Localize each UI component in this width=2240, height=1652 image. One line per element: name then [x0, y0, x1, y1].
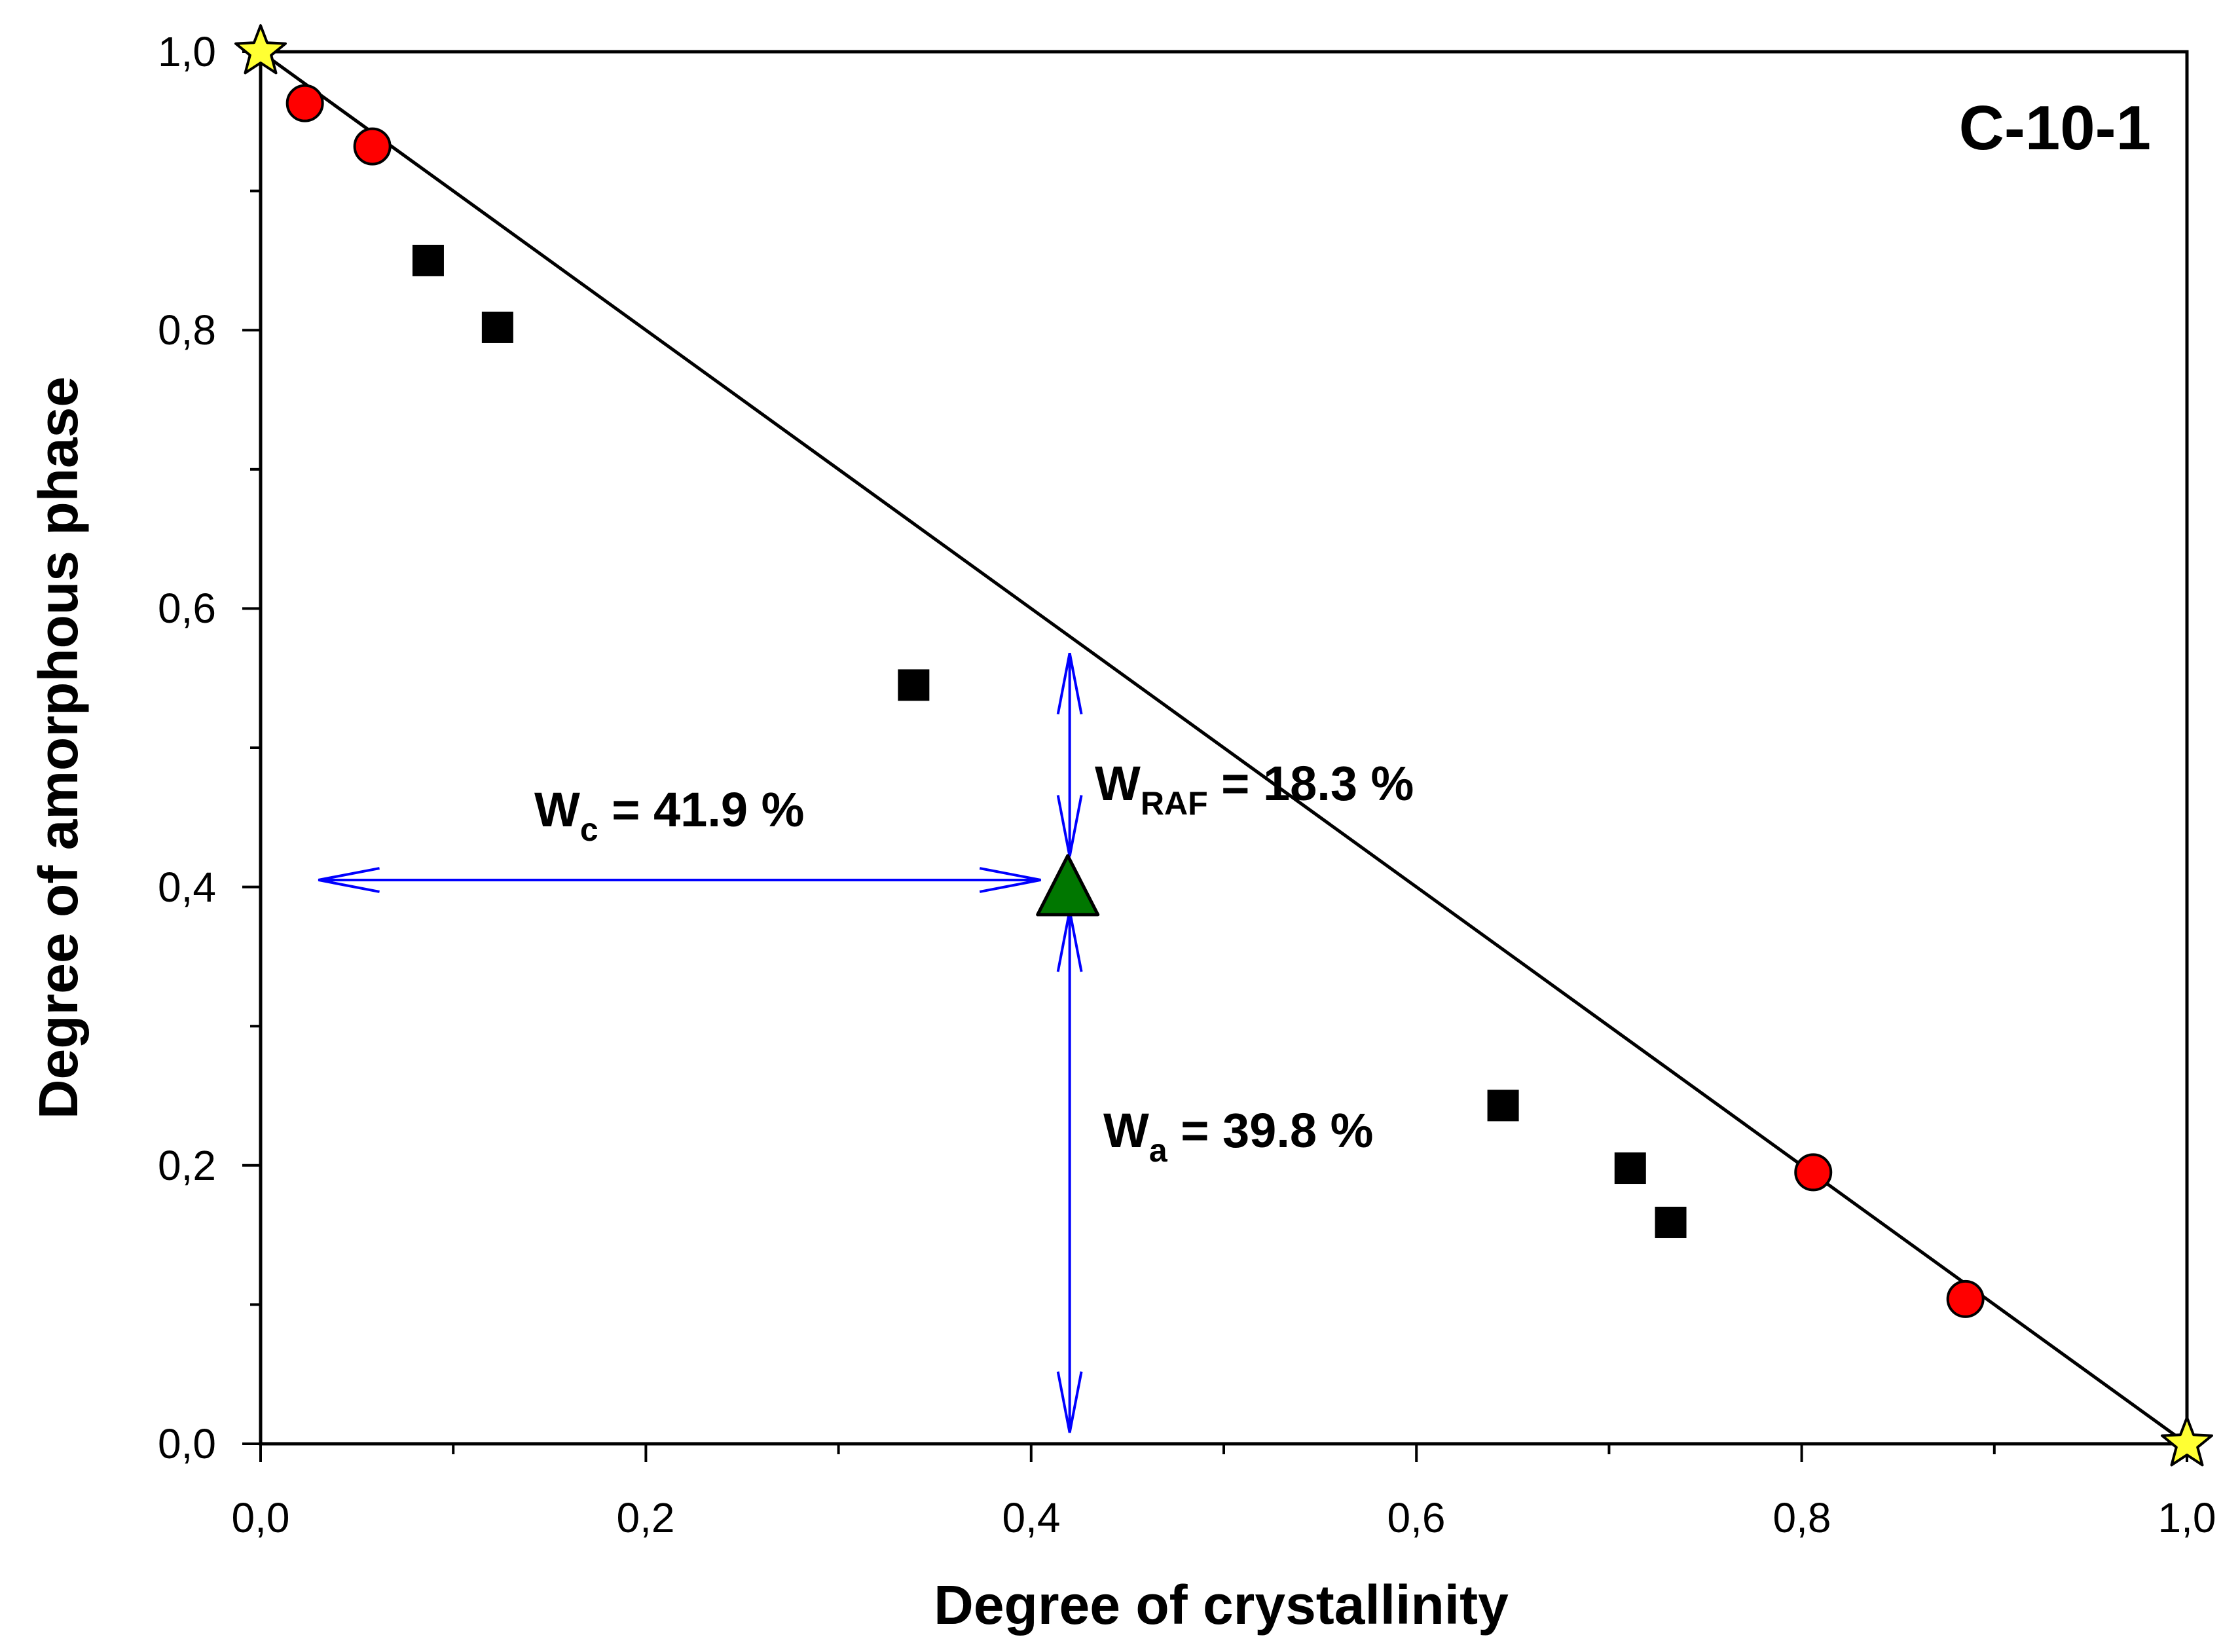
- y-tick-label: 1,0: [158, 28, 216, 75]
- squares-point: [898, 669, 930, 701]
- y-tick-label: 0,6: [158, 585, 216, 632]
- x-tick-label: 0,4: [1002, 1494, 1061, 1541]
- squares-point: [481, 311, 513, 343]
- wc-annotation: Wc = 41.9 %: [534, 782, 804, 848]
- x-tick-labels: 0,0 0,2 0,4 0,6 0,8 1,0: [232, 1494, 2216, 1541]
- arrows: [318, 653, 1083, 1433]
- y-tick-label: 0,2: [158, 1142, 216, 1189]
- wa-annotation: Wa = 39.8 %: [1103, 1103, 1373, 1169]
- two-phase-line: [259, 50, 2188, 1446]
- squares-point: [1487, 1090, 1519, 1122]
- circles-point: [1946, 1279, 1985, 1318]
- y-axis-title: Degree of amorphous phase: [28, 376, 89, 1119]
- wc-arrow: [318, 867, 1041, 893]
- panel-label: C-10-1: [1959, 93, 2151, 163]
- x-tick-label: 0,6: [1387, 1494, 1446, 1541]
- wa-arrow: [1056, 910, 1083, 1433]
- x-tick-label: 0,2: [617, 1494, 675, 1541]
- circles-point: [1794, 1153, 1833, 1192]
- y-tick-label: 0,4: [158, 864, 216, 911]
- circles-point: [285, 84, 324, 122]
- x-tick-label: 0,8: [1773, 1494, 1831, 1541]
- stars-point: [2161, 1416, 2213, 1467]
- x-tick-label: 0,0: [232, 1494, 290, 1541]
- wc-arrow-head: [979, 867, 1041, 893]
- wraf-arrow-head: [1056, 653, 1083, 715]
- squares-point: [1655, 1206, 1687, 1238]
- wraf-arrow: [1056, 653, 1083, 857]
- squares-point: [1614, 1152, 1646, 1184]
- stars-point: [234, 24, 287, 75]
- data-markers: [234, 24, 2213, 1467]
- x-tick-label: 1,0: [2158, 1494, 2216, 1541]
- x-axis-title: Degree of crystallinity: [934, 1574, 1509, 1636]
- y-tick-labels: 0,0 0,2 0,4 0,6 0,8 1,0: [158, 28, 216, 1467]
- squares-point: [412, 244, 444, 276]
- wraf-annotation: WRAF = 18.3 %: [1095, 756, 1414, 822]
- circles-point: [353, 127, 392, 166]
- triangle-point: [1036, 854, 1100, 917]
- y-tick-label: 0,0: [158, 1420, 216, 1467]
- y-tick-label: 0,8: [158, 306, 216, 354]
- wa-arrow-head: [1056, 1371, 1083, 1433]
- wc-arrow-head: [318, 867, 380, 893]
